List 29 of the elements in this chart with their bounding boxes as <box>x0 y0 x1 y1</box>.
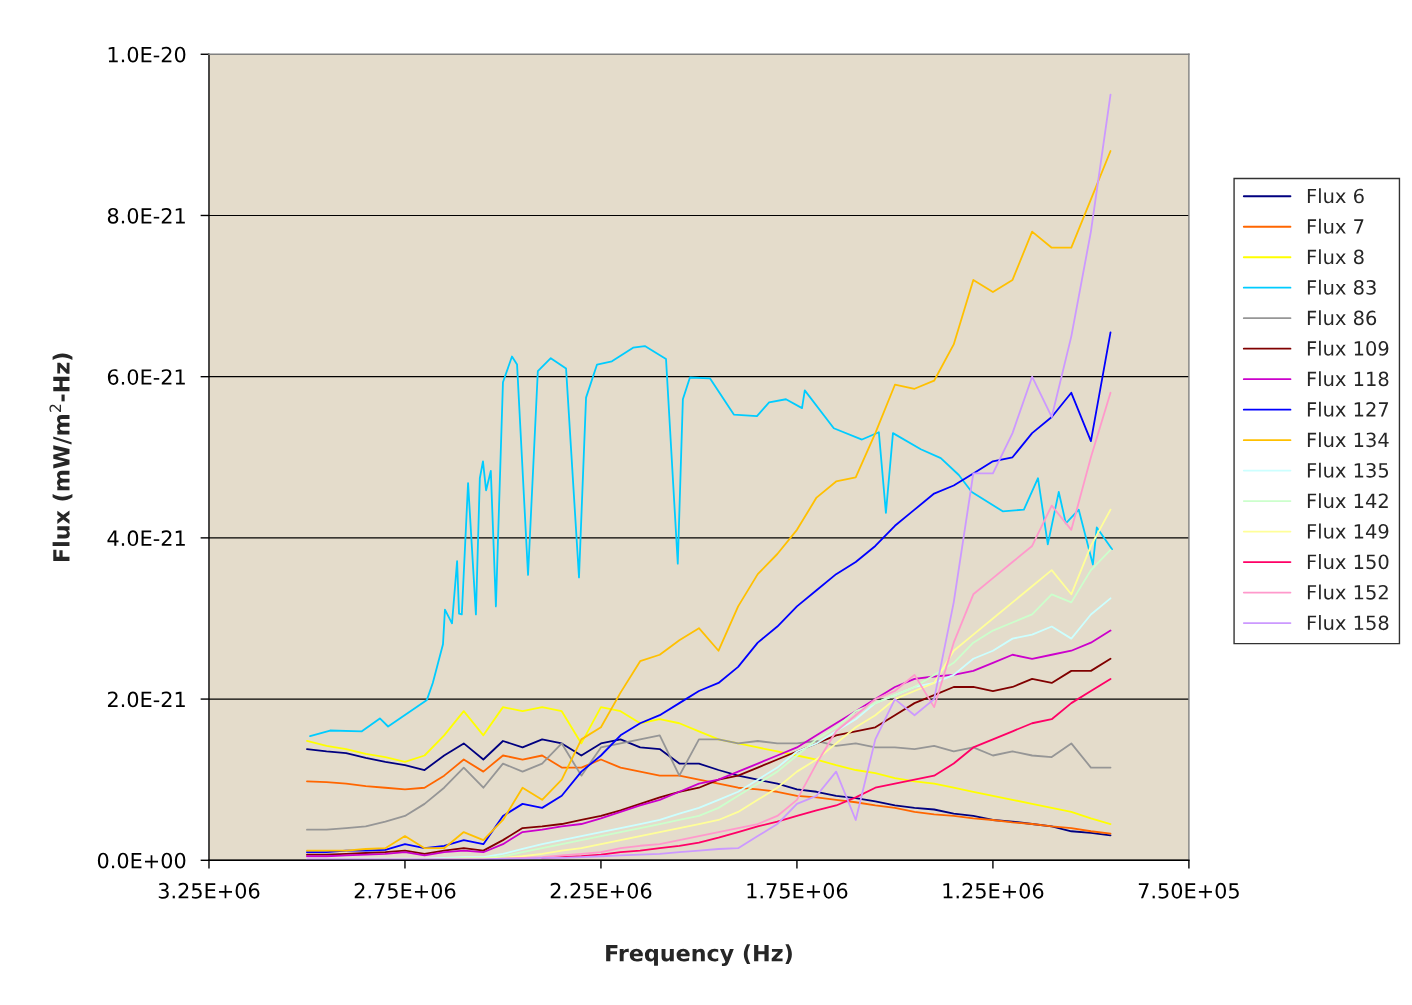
y-tick-label: 1.0E-20 <box>108 46 186 63</box>
legend-label: Flux 8 <box>1307 249 1364 265</box>
legend-label: Flux 109 <box>1307 340 1389 356</box>
y-axis-title: Flux (mW/m$^{2}$-Hz) <box>49 353 73 562</box>
y-tick-label: 8.0E-21 <box>107 207 185 224</box>
legend-label: Flux 118 <box>1307 371 1389 387</box>
legend-label: Flux 83 <box>1307 279 1376 295</box>
legend-label: Flux 7 <box>1307 218 1364 234</box>
x-tick-label: 1.25E+06 <box>943 882 1044 899</box>
legend-label: Flux 135 <box>1307 462 1389 478</box>
legend-label: Flux 134 <box>1307 432 1389 448</box>
y-tick-label: 6.0E-21 <box>107 369 185 385</box>
legend-label: Flux 142 <box>1307 493 1388 509</box>
x-tick-label: 7.50E+05 <box>1138 882 1239 899</box>
legend-label: Flux 149 <box>1307 523 1389 539</box>
x-axis-title: Frequency (Hz) <box>606 944 792 966</box>
legend-label: Flux 6 <box>1307 188 1364 204</box>
legend-label: Flux 150 <box>1307 554 1389 570</box>
x-tick-label: 1.75E+06 <box>747 882 848 899</box>
x-tick-label: 3.25E+06 <box>158 882 260 899</box>
legend-label: Flux 152 <box>1307 584 1388 600</box>
legend-label: Flux 158 <box>1307 615 1389 631</box>
y-tick-label: 4.0E-21 <box>107 530 185 547</box>
x-tick-label: 2.75E+06 <box>354 882 456 899</box>
y-tick-label: 0.0E+00 <box>97 852 186 869</box>
y-tick-label: 2.0E-21 <box>107 691 185 708</box>
legend-label: Flux 86 <box>1307 310 1377 326</box>
x-tick-label: 2.25E+06 <box>550 882 652 899</box>
legend-label: Flux 127 <box>1307 401 1389 417</box>
